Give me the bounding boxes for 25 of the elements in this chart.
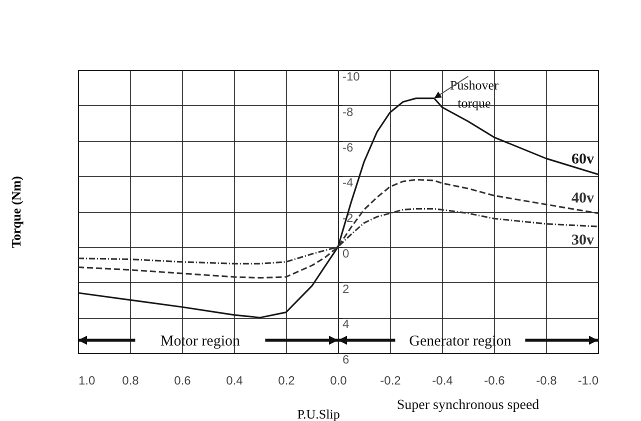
- x-axis-title: P.U.Slip: [297, 406, 340, 421]
- y-axis-title: Torque (Nm): [8, 176, 24, 248]
- y-tick-label: -6: [342, 140, 354, 154]
- y-tick-label: 2: [342, 282, 350, 296]
- y-tick-label: 0: [342, 246, 350, 260]
- x-tick-label: 0.0: [330, 374, 348, 388]
- x-tick-label: -1.0: [578, 374, 599, 388]
- text: Super synchronous speed: [396, 398, 540, 413]
- x-tick-label: -0.2: [380, 374, 402, 388]
- x-tick-label: -0.8: [536, 374, 558, 388]
- x-tick-label: -0.4: [432, 374, 454, 388]
- x-tick-label: 1.0: [78, 374, 96, 388]
- y-tick-label: 4: [342, 317, 350, 332]
- y-tick-label: -10: [342, 70, 360, 84]
- y-tick-label: -8: [342, 104, 354, 119]
- x-tick-label: 0.4: [226, 374, 244, 388]
- x-tick-label: 0.8: [122, 374, 140, 388]
- series-label: 30v: [572, 232, 594, 249]
- series-label: 40v: [572, 190, 594, 206]
- y-tick-label: -4: [342, 176, 354, 190]
- x-tick-label: 0.2: [278, 374, 296, 388]
- y-tick-label: 6: [342, 352, 350, 366]
- series-label: 60v: [572, 151, 594, 168]
- x-tick-label: -0.6: [484, 374, 506, 388]
- x-tick-label: 0.6: [174, 374, 192, 388]
